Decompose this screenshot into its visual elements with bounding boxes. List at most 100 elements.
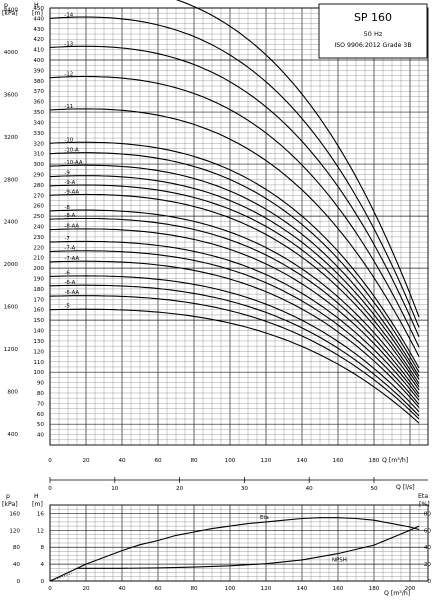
bot-x-tick: 200 — [405, 586, 416, 592]
bot-p-tick: 160 — [9, 511, 20, 517]
top-h-tick: 410 — [33, 48, 44, 54]
bot-p-unit-sub: [kPa] — [2, 501, 18, 508]
bot-h-tick: 8 — [40, 545, 44, 551]
top-h-unit: H — [34, 2, 39, 9]
bot-x-tick: 120 — [261, 586, 272, 592]
top-h-tick: 380 — [33, 79, 44, 85]
top-h-tick: 50 — [37, 422, 45, 428]
bottom-chart-grid — [49, 504, 429, 582]
top-p-tick: 3600 — [4, 92, 19, 98]
curve-label: -6-AA — [64, 290, 79, 296]
curve-label: -7-A — [64, 245, 75, 251]
head-curve-13 — [49, 45, 420, 338]
top-h-tick: 350 — [33, 110, 44, 116]
top-h-tick: 310 — [33, 152, 44, 158]
head-curve-8-AA — [49, 228, 420, 398]
top-p-tick: 2400 — [4, 220, 19, 226]
bot-p-tick: 120 — [9, 528, 20, 534]
top-h-tick: 420 — [33, 37, 44, 43]
bot-eta-tick: 20 — [424, 562, 432, 568]
head-curve-14 — [49, 16, 420, 328]
top-h-tick: 130 — [33, 339, 44, 345]
top-x-tick: 60 — [154, 458, 162, 464]
bot-eta-tick: 80 — [424, 511, 432, 517]
top-chart-frame — [49, 7, 429, 446]
bot-x-tick: 100 — [225, 586, 236, 592]
bot-x-tick: 40 — [118, 586, 126, 592]
top-h-tick: 340 — [33, 120, 44, 126]
head-curve-7 — [49, 240, 420, 401]
head-curve-9-A — [49, 184, 420, 384]
curve-label: -8-AA — [64, 224, 79, 230]
top-h-tick: 160 — [33, 308, 44, 314]
top-h-tick: 250 — [33, 214, 44, 220]
bot-x-tick: 0 — [48, 586, 52, 592]
top-x-tick: 160 — [333, 458, 344, 464]
bot-p-tick: 40 — [13, 562, 21, 568]
top-h-tick: 210 — [33, 256, 44, 262]
top-p-unit-sub: [kPa] — [2, 10, 18, 17]
curve-label: -10-AA — [64, 160, 82, 166]
head-curve-10-AA — [49, 164, 420, 377]
bot-h-tick: 4 — [40, 562, 44, 568]
head-curve-6 — [49, 275, 420, 413]
head-curve-7-AA — [49, 260, 420, 408]
ls-tick-label: 10 — [111, 486, 119, 492]
top-x-tick: 80 — [190, 458, 198, 464]
curve-label: -14 — [64, 12, 73, 18]
top-h-tick: 120 — [33, 349, 44, 355]
head-curve-7-A — [49, 250, 420, 405]
head-curve-9 — [49, 175, 420, 380]
top-h-tick: 40 — [37, 433, 45, 439]
curve-label: -7-AA — [64, 256, 79, 262]
eta-curve — [49, 517, 420, 582]
bot-h-tick: 0 — [40, 579, 44, 585]
head-curve-11 — [49, 108, 420, 357]
head-curve-8-A — [49, 217, 420, 395]
top-p-tick: 3200 — [4, 135, 19, 141]
top-p-tick: 2000 — [4, 262, 19, 268]
top-h-tick: 90 — [37, 381, 45, 387]
head-curve-5 — [49, 308, 420, 424]
top-p-tick: 400 — [7, 432, 18, 438]
chart-frequency: 50 Hz — [364, 30, 383, 38]
top-h-tick: 440 — [33, 16, 44, 22]
top-h-tick: 370 — [33, 89, 44, 95]
curve-label: -9 — [64, 171, 70, 177]
top-h-tick: 190 — [33, 277, 44, 283]
curve-label: -11 — [64, 104, 73, 110]
npsh-curve — [77, 525, 420, 569]
curve-label: -8-A — [64, 213, 75, 219]
top-h-tick: 80 — [37, 391, 45, 397]
bot-eta-unit: Eta — [418, 493, 428, 500]
head-curve-12 — [49, 75, 420, 348]
top-h-tick: 220 — [33, 245, 44, 251]
head-curve-15 — [175, 0, 420, 318]
top-x-tick: 140 — [297, 458, 308, 464]
eta-npsh-curves: Eta NPSH — [49, 515, 420, 582]
bot-eta-tick: 40 — [424, 545, 432, 551]
top-h-tick: 110 — [33, 360, 44, 366]
chart-standard: ISO 9906:2012 Grade 3B — [334, 42, 411, 49]
curve-label: -6-A — [64, 280, 75, 286]
top-p-tick: 1600 — [4, 305, 19, 311]
curve-label: -9-AA — [64, 189, 79, 195]
top-p-tick: 2800 — [4, 177, 19, 183]
head-curve-6-A — [49, 284, 420, 417]
bot-p-unit: p — [6, 493, 10, 500]
bot-x-tick: 180 — [369, 586, 380, 592]
top-h-tick: 430 — [33, 27, 44, 33]
top-h-tick: 70 — [37, 401, 45, 407]
ls-tick-label: 30 — [241, 486, 249, 492]
top-ls-label: Q [l/s] — [396, 484, 415, 491]
top-x-tick: 100 — [225, 458, 236, 464]
top-h-tick: 140 — [33, 329, 44, 335]
head-curve-6-AA — [49, 295, 420, 420]
bot-eta-unit-sub: [%] — [419, 501, 430, 508]
bot-h-tick: 12 — [37, 528, 44, 534]
top-h-tick: 280 — [33, 183, 44, 189]
head-curve-9-AA — [49, 193, 420, 388]
head-curve-10-A — [49, 152, 420, 373]
ls-tick-label: 20 — [176, 486, 184, 492]
